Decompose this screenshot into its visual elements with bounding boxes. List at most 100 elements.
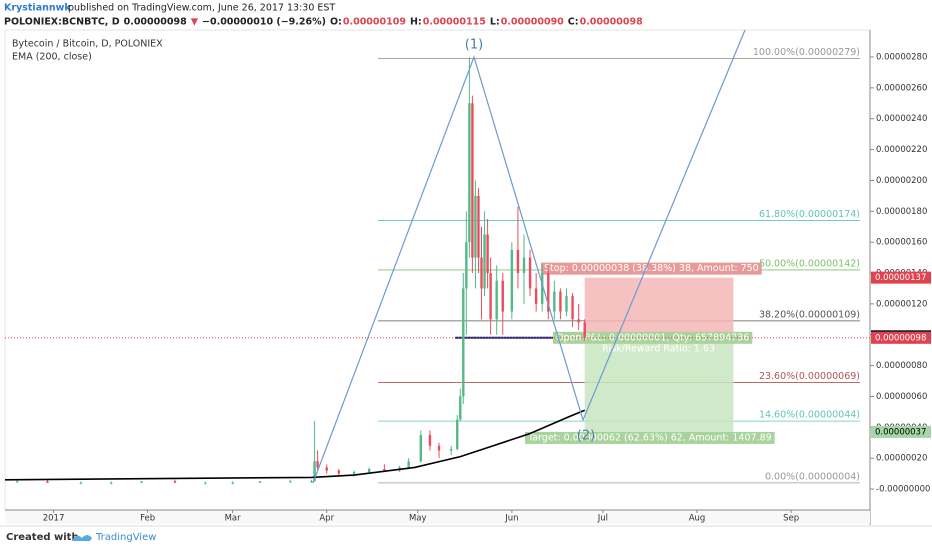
ohlc-value: 0.00000109 [343,17,406,28]
candle-body [477,195,480,258]
candle-body [231,482,234,484]
candle-body [310,481,313,483]
candle-body [428,435,432,446]
candle-body [465,242,468,289]
candle-body [79,482,83,484]
candle-body [140,481,143,483]
x-tick-label: Apr [319,514,334,524]
candle-body [15,481,19,483]
position-layer: Stop: 0.00000038 (38.38%) 38, Amount: 75… [455,262,775,444]
candle-body [501,280,504,312]
candle-body [325,467,328,471]
symbol: POLONIEX:BCNBTC, D [4,17,120,28]
ohlc-key: C: [568,17,579,28]
candle-body [407,461,410,468]
chart-title: Bytecoin / Bitcoin, D, POLONIEX [12,39,163,50]
candle-body [565,296,568,312]
candle-body [352,472,356,474]
candle-body [471,103,474,258]
x-tick-label: Sep [783,514,799,524]
pnl-label-bg [553,331,753,344]
candle-body [468,103,471,243]
change: −0.00000010 (−9.26%) [202,17,326,28]
symbol-line: POLONIEX:BCNBTC, D 0.00000098 ▼ −0.00000010… [4,17,643,28]
y-tick-label: 0.00000080 [876,361,927,371]
ratio-label: Risk/Reward Ratio: 1.63 [602,343,715,354]
target-label-bg [525,431,775,444]
x-tick-label: Jun [504,514,518,524]
y-tick-label: 0.00000220 [876,145,927,155]
y-tick-label: 0.00000200 [876,176,927,186]
y-tick-label: 0.00000260 [876,83,927,93]
y-tick-label: 0.00000060 [876,392,927,402]
price-tag-label: 0.00000037 [875,427,926,437]
candle-body [489,273,492,320]
candle-body [510,249,514,312]
stop-label-bg [541,262,762,275]
candle-body [449,448,453,451]
candle-body [437,445,441,451]
candle-body [456,419,459,449]
fib-label: 0.00%(0.00000004) [765,471,860,482]
price-tag [871,425,931,438]
candle-body [474,195,477,258]
footer-brand[interactable]: TradingView [95,532,156,543]
ema-line [4,409,586,481]
pnl-label: Open P&L: 0.00000001, Qty: 657894736 [556,332,749,343]
candle-body [486,234,489,274]
candle-body [577,319,580,323]
candle-body [571,296,574,320]
time-axis [5,510,870,524]
candle-body [204,482,207,484]
candle-body [316,461,319,468]
x-tick-label: 2017 [43,514,65,524]
candle-body [313,461,316,482]
candle-body [559,291,562,312]
candle-body [534,288,538,304]
y-tick-label: -0.00000000 [876,485,930,495]
wave-label: (1) [465,38,483,53]
candle-body [383,468,386,471]
y-tick-label: 0.00000120 [876,299,927,309]
candle-body [480,257,483,289]
y-tick-label: 0.00000180 [876,207,927,217]
author[interactable]: Krystiannwk [4,3,71,14]
candle-body [173,481,177,483]
price-tag-label: 0.00000098 [875,333,926,343]
candle-body [495,280,498,320]
ohlc-key: O: [330,17,342,28]
change-arrow: ▼ [191,17,199,28]
candle-body [289,481,292,483]
candle-body [583,322,586,338]
wave-lines [312,29,746,484]
y-tick-label: 0.00000280 [876,53,927,63]
candle-body [553,291,556,312]
brand-icon [72,535,92,541]
candles-layer [4,57,870,485]
price-tag [871,331,931,344]
fib-label: 23.60%(0.00000069) [759,371,860,382]
indicator-label: EMA (200, close) [12,52,92,63]
candle-body [419,435,423,462]
candle-body [516,249,520,274]
ohlc-key: H: [410,17,422,28]
target-zone [584,337,734,432]
candle-body [483,234,486,289]
x-tick-label: May [409,514,427,524]
price-tag [871,271,931,284]
price-tag-label: 0.00000137 [875,273,926,283]
candle-body [547,273,550,312]
candle-body [368,468,371,473]
candle-body [522,257,526,274]
ohlc-key: L: [490,17,500,28]
ohlc-value: 0.00000090 [501,17,564,28]
axis-layer: -0.000000000.000000200.000000400.0000006… [43,53,931,524]
fib-label: 38.20%(0.00000109) [759,309,860,320]
candle-body [110,482,113,484]
fib-label: 100.00%(0.00000279) [753,47,860,58]
candle-body [46,481,49,483]
y-tick-label: 0.00000020 [876,454,927,464]
x-tick-label: Feb [140,514,155,524]
